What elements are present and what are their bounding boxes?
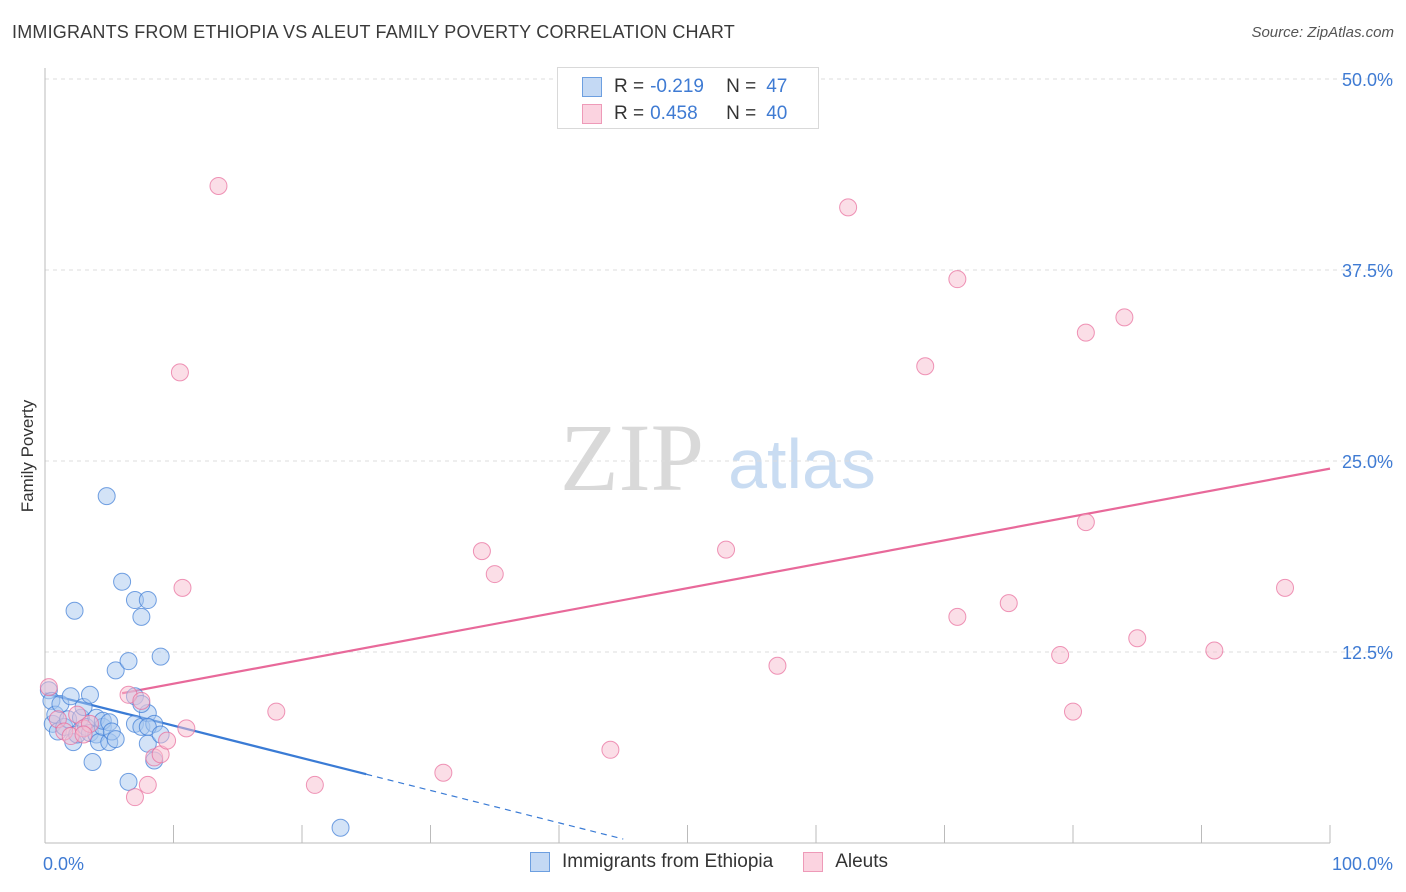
point-aleuts: [1115, 308, 1134, 327]
legend-r-value: -0.219: [650, 76, 704, 97]
y-tick-label: 37.5%: [1342, 261, 1393, 281]
point-aleuts: [1128, 629, 1147, 648]
point-aleuts: [39, 678, 58, 697]
legend-swatch-ethiopia: [582, 77, 602, 97]
y-tick-label: 50.0%: [1342, 70, 1393, 90]
point-ethiopia: [65, 601, 84, 620]
legend-row-ethiopia: R = -0.219 N = 47: [582, 76, 787, 98]
point-aleuts: [1051, 646, 1070, 665]
axes: [44, 68, 1331, 844]
legend-r-label: R =: [614, 103, 645, 124]
point-aleuts: [267, 702, 286, 721]
point-aleuts: [839, 198, 858, 217]
watermark-zip: ZIP: [560, 404, 704, 511]
point-aleuts: [916, 357, 935, 376]
point-aleuts: [717, 540, 736, 559]
point-aleuts: [1205, 641, 1224, 660]
point-aleuts: [768, 656, 787, 675]
x-tick-label: 0.0%: [43, 854, 84, 874]
point-ethiopia: [119, 772, 138, 791]
point-aleuts: [209, 176, 228, 195]
series-legend: Immigrants from Ethiopia Aleuts: [530, 851, 918, 873]
legend-n-label: N =: [726, 76, 757, 97]
point-aleuts: [999, 594, 1018, 613]
x-tick-label: 100.0%: [1332, 854, 1393, 874]
point-aleuts: [485, 565, 504, 584]
point-aleuts: [1276, 578, 1295, 597]
legend-item-aleuts: Aleuts: [803, 851, 888, 873]
legend-swatch-aleuts: [582, 104, 602, 124]
point-ethiopia: [119, 652, 138, 671]
point-aleuts: [170, 363, 189, 382]
legend-label-ethiopia: Immigrants from Ethiopia: [562, 851, 774, 872]
point-aleuts: [434, 763, 453, 782]
point-aleuts: [125, 788, 144, 807]
point-aleuts: [132, 691, 151, 710]
point-ethiopia: [61, 687, 80, 706]
point-ethiopia: [138, 591, 157, 610]
legend-r-label: R =: [614, 76, 645, 97]
trend-line-ethiopia-extension: [366, 773, 624, 840]
point-aleuts: [173, 578, 192, 597]
point-aleuts: [948, 607, 967, 626]
legend-item-ethiopia: Immigrants from Ethiopia: [530, 851, 773, 873]
watermark-atlas: atlas: [728, 425, 876, 503]
chart-title: IMMIGRANTS FROM ETHIOPIA VS ALEUT FAMILY…: [12, 22, 736, 42]
data-points: [39, 176, 1295, 837]
legend-n-value: 40: [766, 103, 788, 124]
point-aleuts: [138, 775, 157, 794]
legend-n-label: N =: [726, 103, 757, 124]
point-aleuts: [177, 719, 196, 738]
point-aleuts: [1076, 513, 1095, 532]
point-ethiopia: [331, 818, 350, 837]
legend-r-value: 0.458: [650, 103, 698, 124]
trend-line-aleuts: [121, 467, 1331, 695]
stats-legend: R = -0.219 N = 47 R = 0.458 N = 40: [557, 67, 819, 129]
point-aleuts: [74, 725, 93, 744]
point-ethiopia: [106, 661, 125, 680]
point-ethiopia: [113, 572, 132, 591]
point-ethiopia: [80, 685, 99, 704]
point-aleuts: [1076, 323, 1095, 342]
legend-n-value: 47: [766, 76, 788, 97]
trend-line-ethiopia: [44, 692, 367, 776]
point-ethiopia: [97, 487, 116, 506]
gridlines: [45, 78, 1395, 653]
trend-lines: [44, 467, 1331, 840]
point-ethiopia: [132, 607, 151, 626]
legend-swatch-ethiopia: [530, 852, 550, 872]
watermark: ZIP atlas: [560, 404, 876, 511]
point-aleuts: [601, 740, 620, 759]
source-label: Source: ZipAtlas.com: [1251, 24, 1394, 41]
point-aleuts: [472, 542, 491, 561]
legend-row-aleuts: R = 0.458 N = 40: [582, 103, 787, 125]
y-tick-label: 25.0%: [1342, 452, 1393, 472]
point-aleuts: [158, 731, 177, 750]
point-ethiopia: [106, 730, 125, 749]
legend-label-aleuts: Aleuts: [835, 851, 888, 872]
point-aleuts: [1064, 702, 1082, 721]
point-aleuts: [948, 270, 967, 289]
point-ethiopia: [151, 647, 170, 666]
point-ethiopia: [83, 753, 102, 772]
tick-labels: 12.5% 25.0% 37.5% 50.0% 0.0% 100.0%: [43, 70, 1393, 874]
legend-swatch-aleuts: [803, 852, 824, 872]
point-aleuts: [305, 775, 324, 794]
y-tick-label: 12.5%: [1342, 643, 1393, 663]
